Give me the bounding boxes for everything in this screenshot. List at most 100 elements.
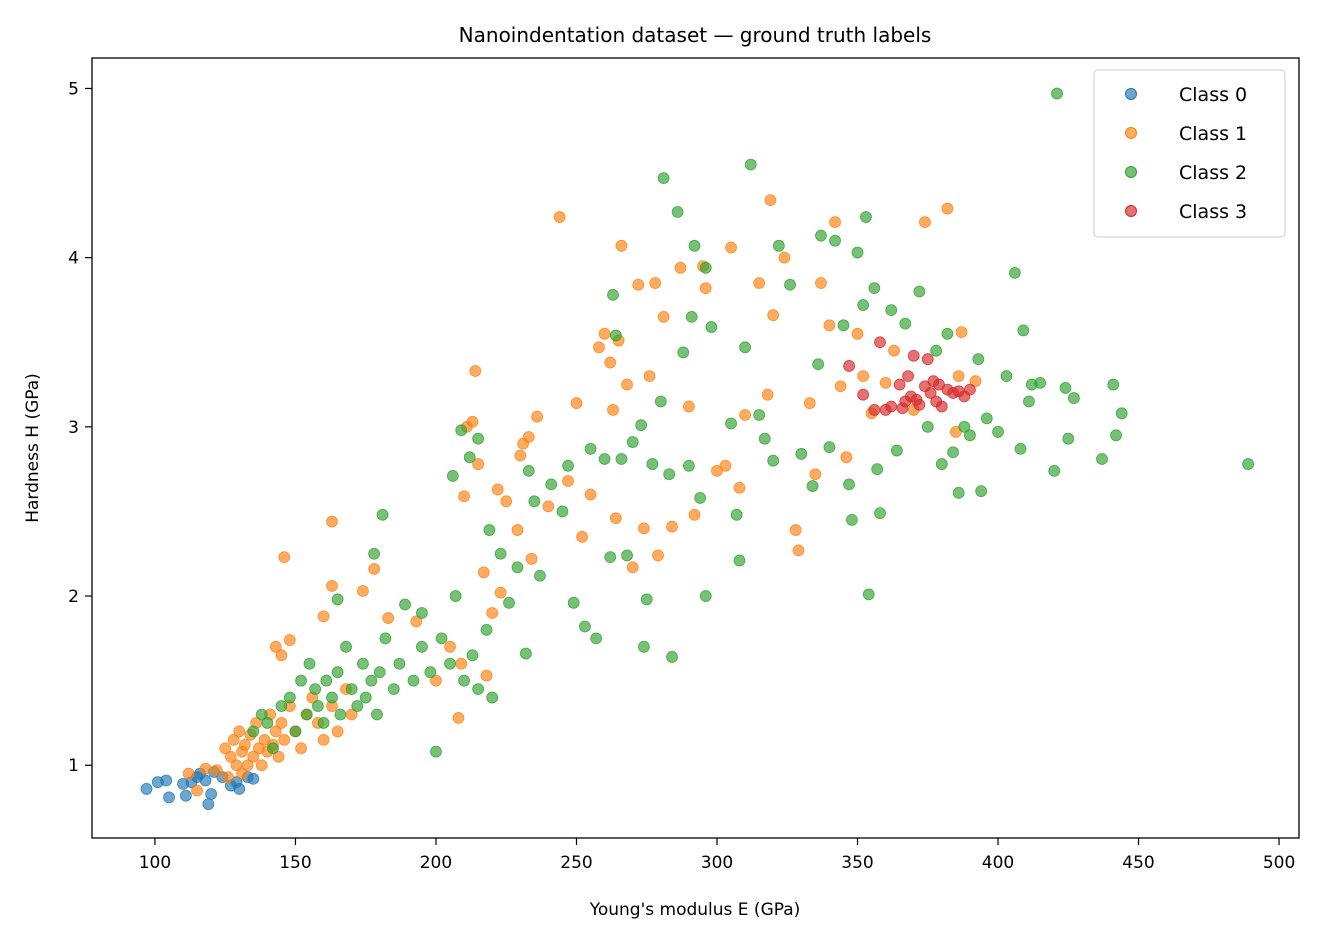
class-1-point xyxy=(531,410,544,423)
class-1-point xyxy=(466,415,479,428)
class-2-point xyxy=(480,623,493,636)
class-2-point xyxy=(357,657,369,670)
class-2-point xyxy=(635,419,648,432)
y-axis-label: Hardness H (GPa) xyxy=(23,373,43,523)
legend-label: Class 0 xyxy=(1179,84,1247,106)
class-1-point xyxy=(652,549,664,562)
class-2-point xyxy=(733,554,746,567)
class-2-point xyxy=(590,632,603,645)
class-1-point xyxy=(643,370,656,382)
class-2-point xyxy=(351,700,364,712)
class-2-point xyxy=(267,742,279,755)
class-1-point xyxy=(317,733,330,746)
y-tick-label: 2 xyxy=(68,587,79,607)
y-tick-label: 5 xyxy=(68,79,79,99)
class-2-point xyxy=(730,508,743,521)
legend-marker-class-1 xyxy=(1125,127,1137,139)
class-2-point xyxy=(424,666,437,679)
class-1-point xyxy=(511,524,524,536)
class-0-point xyxy=(202,798,215,811)
y-tick-label: 1 xyxy=(68,756,79,776)
class-2-point xyxy=(725,417,737,430)
class-3-point xyxy=(843,360,855,372)
class-1-point xyxy=(829,216,841,229)
class-2-point xyxy=(890,444,903,457)
class-3-point xyxy=(857,388,870,401)
class-2-point xyxy=(312,700,324,712)
class-2-point xyxy=(694,492,707,504)
legend-marker-class-0 xyxy=(1125,88,1137,100)
y-tick-label: 4 xyxy=(68,249,79,269)
class-2-point xyxy=(1059,382,1072,394)
class-1-point xyxy=(851,327,864,340)
class-1-point xyxy=(236,767,248,780)
class-2-point xyxy=(1048,464,1061,477)
class-1-point xyxy=(823,319,836,332)
class-2-point xyxy=(503,596,515,609)
class-1-point xyxy=(778,251,791,264)
class-1-point xyxy=(879,376,892,389)
class-1-point xyxy=(834,380,847,393)
class-2-point xyxy=(640,593,653,606)
class-1-point xyxy=(857,370,870,382)
class-2-point xyxy=(1014,442,1027,455)
class-2-point xyxy=(1034,376,1047,389)
class-2-point xyxy=(486,691,499,704)
class-1-point xyxy=(632,278,645,291)
class-2-point xyxy=(671,206,684,218)
class-2-point xyxy=(1023,395,1035,408)
class-2-point xyxy=(430,745,442,758)
class-2-point xyxy=(699,590,712,602)
class-2-point xyxy=(435,632,448,645)
class-2-point xyxy=(399,598,411,611)
class-2-point xyxy=(463,451,476,464)
class-1-point xyxy=(919,216,931,229)
class-3-point xyxy=(893,378,906,391)
class-2-point xyxy=(941,327,954,340)
class-3-point xyxy=(907,349,920,362)
class-2-point xyxy=(393,657,406,670)
x-axis: 100 150 200 250 300 350 400 450 500 xyxy=(139,838,1295,873)
class-2-point xyxy=(753,409,766,421)
class-1-point xyxy=(491,483,504,496)
class-2-point xyxy=(699,261,712,274)
class-2-point xyxy=(930,344,943,357)
class-2-point xyxy=(868,282,881,295)
class-2-point xyxy=(387,683,400,696)
class-3-point xyxy=(885,400,898,413)
class-1-point xyxy=(657,310,670,323)
class-2-point xyxy=(494,547,507,560)
class-2-point xyxy=(340,640,352,653)
class-2-point xyxy=(331,593,344,606)
class-1-point xyxy=(269,725,282,738)
class-3-point xyxy=(924,387,937,399)
y-tick-label: 3 xyxy=(68,418,79,438)
x-tick-label: 400 xyxy=(982,853,1014,873)
class-2-point xyxy=(604,551,617,564)
class-2-point xyxy=(843,478,855,491)
class-1-point xyxy=(382,612,395,624)
class-1-point xyxy=(514,449,527,462)
class-1-point xyxy=(222,771,234,783)
class-1-point xyxy=(444,640,456,653)
class-2-point xyxy=(921,420,934,433)
class-2-point xyxy=(860,211,872,223)
class-2-point xyxy=(885,304,898,317)
class-2-point xyxy=(416,640,428,653)
class-2-point xyxy=(862,588,875,601)
class-2-point xyxy=(705,321,718,333)
class-2-point xyxy=(609,329,622,342)
class-1-point xyxy=(649,277,662,289)
class-2-point xyxy=(458,674,470,687)
class-2-point xyxy=(947,446,959,459)
class-1-point xyxy=(952,370,965,382)
class-1-point xyxy=(227,733,240,746)
class-1-point xyxy=(674,261,687,274)
class-2-point xyxy=(1107,378,1120,391)
class-1-point xyxy=(199,762,212,775)
class-2-point xyxy=(874,507,886,520)
class-1-point xyxy=(522,431,535,443)
class-1-point xyxy=(238,739,251,751)
class-1-point xyxy=(469,365,482,377)
class-1-point xyxy=(219,742,232,755)
